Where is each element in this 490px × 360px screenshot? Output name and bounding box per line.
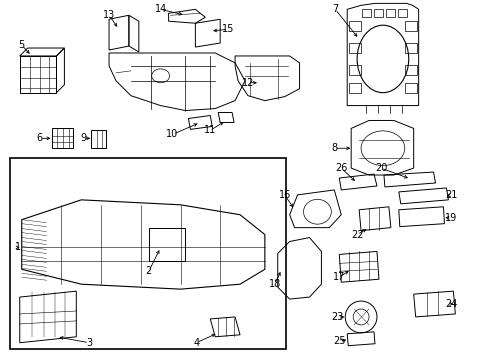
Text: 10: 10 <box>167 129 179 139</box>
Bar <box>349 83 361 93</box>
Text: 9: 9 <box>80 133 86 143</box>
Text: 18: 18 <box>269 279 281 289</box>
Text: 21: 21 <box>445 190 458 200</box>
Bar <box>398 9 407 17</box>
Bar <box>405 43 416 53</box>
Text: 3: 3 <box>86 338 92 348</box>
Text: 26: 26 <box>335 163 347 173</box>
Text: 15: 15 <box>222 24 234 34</box>
Text: 14: 14 <box>154 4 167 14</box>
Text: 25: 25 <box>333 336 345 346</box>
Text: 6: 6 <box>37 133 43 143</box>
Text: 23: 23 <box>331 312 343 322</box>
Text: 1: 1 <box>15 243 21 252</box>
Bar <box>405 83 416 93</box>
Text: 16: 16 <box>279 190 291 200</box>
Text: 22: 22 <box>351 230 364 239</box>
Text: 5: 5 <box>19 40 25 50</box>
Text: 24: 24 <box>445 299 458 309</box>
Bar <box>349 21 361 31</box>
Bar <box>386 9 395 17</box>
Text: 12: 12 <box>242 78 254 88</box>
Text: 13: 13 <box>103 10 115 20</box>
Text: 2: 2 <box>146 266 152 276</box>
Bar <box>10 158 286 349</box>
Bar <box>374 9 383 17</box>
Bar <box>349 43 361 53</box>
Bar <box>405 21 416 31</box>
Bar <box>362 9 371 17</box>
Text: 20: 20 <box>375 163 387 173</box>
Bar <box>349 65 361 75</box>
Text: 19: 19 <box>445 213 458 223</box>
Text: 4: 4 <box>194 338 199 348</box>
Text: 17: 17 <box>333 272 345 282</box>
Text: 11: 11 <box>204 125 217 135</box>
Text: 8: 8 <box>331 143 338 153</box>
Text: 7: 7 <box>332 4 339 14</box>
Bar <box>405 65 416 75</box>
